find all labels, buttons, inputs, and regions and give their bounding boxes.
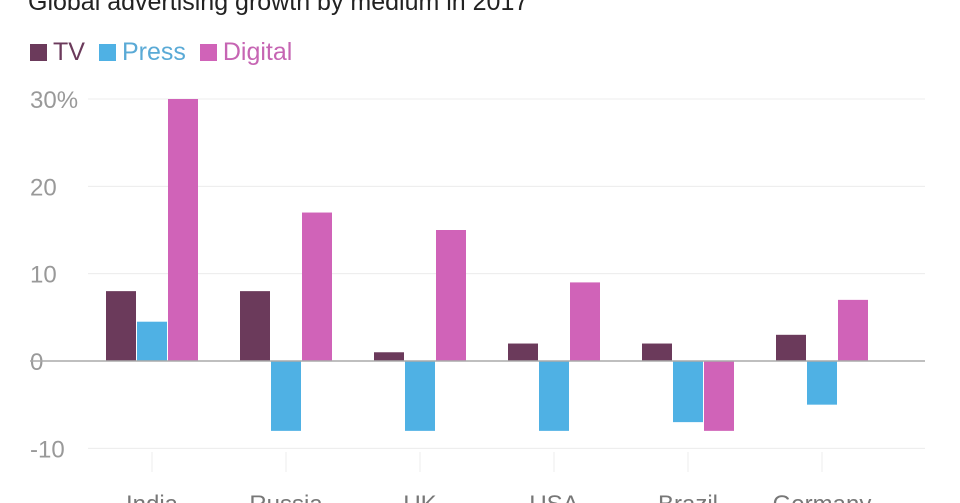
bar-tv-russia xyxy=(240,291,270,361)
legend-swatch-press xyxy=(98,44,116,61)
y-tick-label: 30% xyxy=(30,87,78,114)
bar-press-usa xyxy=(539,361,569,431)
bar-tv-usa xyxy=(508,343,538,361)
x-tick-label: Russia xyxy=(249,491,323,503)
legend-swatch-tv xyxy=(30,44,47,61)
legend: TV Press Digital xyxy=(30,38,292,67)
x-tick-label: USA xyxy=(529,491,578,503)
legend-item-press: Press xyxy=(98,38,186,67)
bar-tv-brazil xyxy=(642,343,672,361)
legend-swatch-digital xyxy=(199,44,217,61)
bar-digital-india xyxy=(168,99,198,361)
bar-tv-uk xyxy=(374,352,404,361)
x-tick-label: UK xyxy=(403,491,436,503)
y-tick-label: 0 xyxy=(30,349,43,376)
x-tick-label: Germany xyxy=(773,491,872,503)
bar-press-india xyxy=(137,321,167,361)
legend-label-press: Press xyxy=(121,38,186,66)
bar-digital-germany xyxy=(838,299,868,361)
bar-digital-russia xyxy=(302,212,332,361)
legend-label-digital: Digital xyxy=(222,38,293,66)
bar-press-uk xyxy=(405,361,435,431)
bar-tv-india xyxy=(106,291,136,361)
legend-item-tv: TV xyxy=(30,38,85,67)
x-tick-label: India xyxy=(126,491,179,503)
bar-press-germany xyxy=(807,361,837,405)
y-tick-label: -10 xyxy=(30,436,65,463)
chart-title: Global advertising growth by medium in 2… xyxy=(28,0,529,16)
bar-digital-uk xyxy=(436,230,466,361)
legend-label-tv: TV xyxy=(53,38,85,66)
bar-digital-usa xyxy=(570,282,600,361)
legend-item-digital: Digital xyxy=(199,38,293,67)
bar-digital-brazil xyxy=(704,361,734,431)
bar-tv-germany xyxy=(776,334,806,361)
y-tick-label: 10 xyxy=(30,262,57,289)
bar-press-russia xyxy=(271,361,301,431)
bar-press-brazil xyxy=(673,361,703,423)
x-tick-label: Brazil xyxy=(658,491,718,503)
y-tick-label: 20 xyxy=(30,174,57,201)
